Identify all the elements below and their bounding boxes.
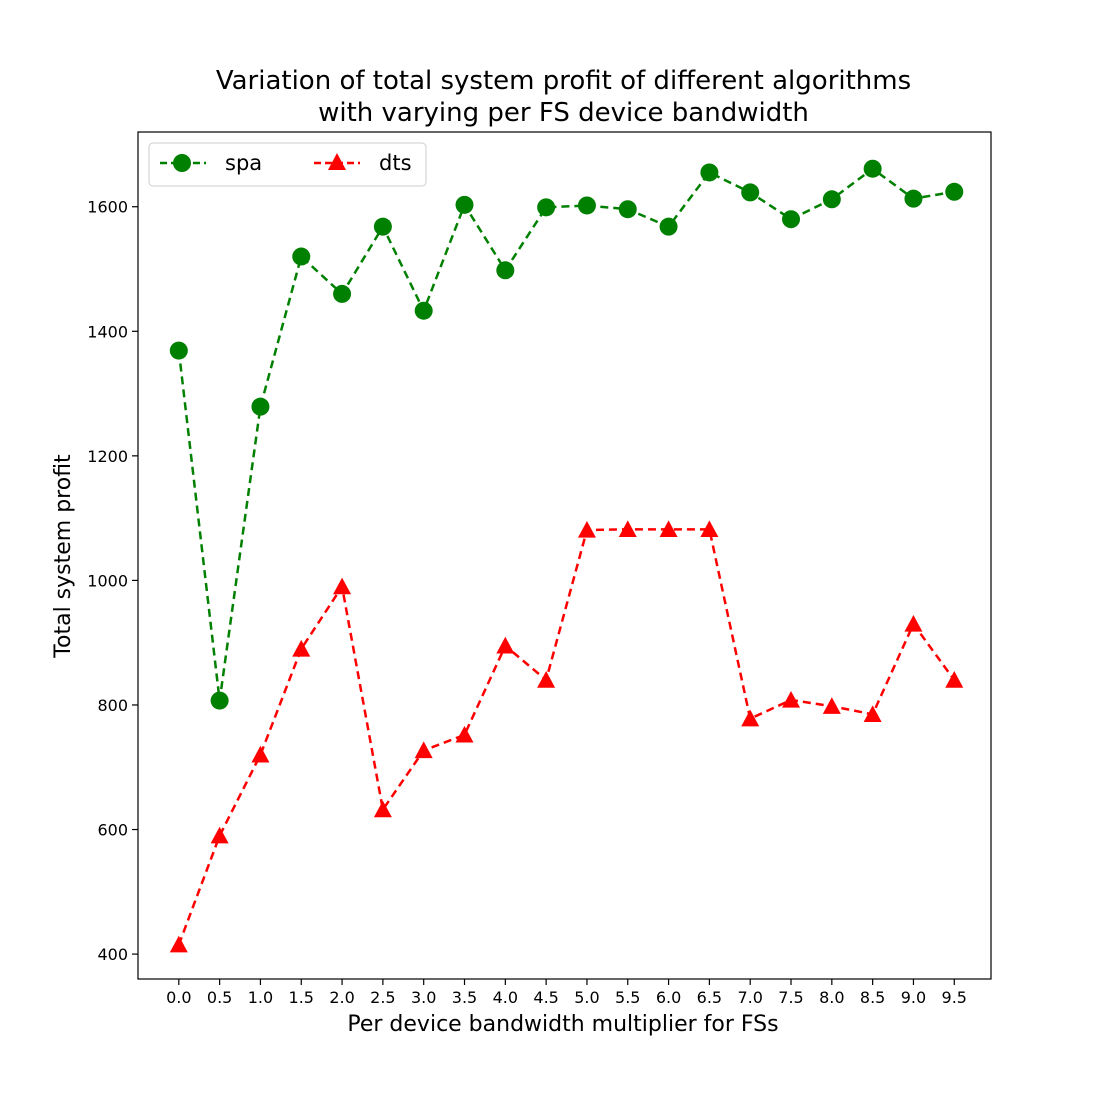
x-axis-ticks: 0.0 0.5 1.0 1.5 2.0 2.5 3.0 3.5 4.0 4.5 5.0 5.5 6.0 6… [166,979,967,1007]
x-tick-label: 8.0 [819,988,844,1007]
data-point-dts [904,615,923,632]
x-tick-label: 1.5 [289,988,314,1007]
data-point-dts [455,725,474,743]
y-axis-ticks: 400 600 800 1000 1200 1400 1600 [87,198,138,964]
data-point-spa [292,247,311,266]
data-point-spa [537,198,556,217]
data-point-dts [822,697,841,714]
plot-area-frame [137,131,992,980]
x-tick-label: 0.5 [207,988,232,1007]
legend-spa-label: spa [225,151,262,175]
series-line-dts [177,528,956,946]
data-point-spa [251,397,270,416]
chart-title-line-1: Variation of total system profit of diff… [215,66,912,96]
x-tick-label: 2.5 [370,988,395,1007]
legend-box [148,142,427,187]
data-point-spa [414,301,433,320]
data-point-spa [618,200,637,219]
series-line-spa [177,167,955,701]
legend-dts-label: dts [379,151,412,175]
x-tick-label: 9.5 [942,988,967,1007]
data-point-spa [945,182,964,201]
legend-spa-marker [173,154,191,172]
x-tick-label: 7.0 [737,988,762,1007]
data-point-spa [741,183,760,202]
x-tick-label: 3.0 [411,988,436,1007]
y-tick-label: 400 [97,945,128,964]
data-point-dts [414,741,433,759]
x-tick-label: 6.5 [697,988,722,1007]
data-point-spa [700,163,719,182]
data-point-spa [373,217,392,236]
data-point-dts [373,800,392,818]
y-tick-label: 1200 [87,447,128,466]
data-point-dts [251,745,270,763]
data-point-dts [292,639,311,657]
x-tick-label: 0.0 [166,988,191,1007]
y-tick-label: 600 [97,821,128,840]
x-tick-label: 4.0 [493,988,518,1007]
y-tick-label: 1000 [87,571,128,590]
x-tick-label: 5.5 [615,988,640,1007]
data-point-dts [577,520,596,538]
x-axis-label: Per device bandwidth multiplier for FSs [347,1012,778,1037]
data-point-spa [455,195,474,214]
x-tick-label: 2.0 [329,988,354,1007]
data-point-dts [333,577,352,595]
data-point-dts [741,709,760,727]
y-tick-label: 1400 [87,322,128,341]
x-tick-label: 5.0 [574,988,599,1007]
legend-dts-marker [328,153,346,170]
data-point-spa [659,217,678,236]
data-point-dts [618,520,637,537]
x-tick-label: 4.5 [533,988,558,1007]
y-axis-label: Total system profit [51,454,76,659]
data-point-spa [333,284,352,303]
x-tick-label: 3.5 [452,988,477,1007]
plot-series [169,159,964,953]
data-point-dts [210,826,229,844]
data-point-spa [577,196,596,215]
x-tick-label: 7.5 [778,988,803,1007]
data-point-dts [700,520,719,537]
data-point-dts [496,636,515,654]
data-point-dts [782,690,801,708]
data-point-spa [210,691,229,710]
x-tick-label: 6.0 [656,988,681,1007]
data-point-dts [863,705,882,722]
chart-title-line-2: with varying per FS device bandwidth [318,98,809,128]
data-point-spa [496,261,515,280]
data-point-dts [945,671,964,688]
data-point-spa [863,159,882,178]
y-tick-label: 1600 [87,198,128,217]
x-tick-label: 8.5 [860,988,885,1007]
data-point-spa [822,190,841,209]
data-point-dts [169,935,188,953]
x-tick-label: 9.0 [901,988,926,1007]
x-tick-label: 1.0 [248,988,273,1007]
legend: spa dts [148,142,427,187]
data-point-spa [782,210,801,229]
y-tick-label: 800 [97,696,128,715]
data-point-spa [169,341,188,360]
data-point-spa [904,189,923,208]
data-point-dts [659,520,678,537]
data-point-dts [537,671,556,688]
